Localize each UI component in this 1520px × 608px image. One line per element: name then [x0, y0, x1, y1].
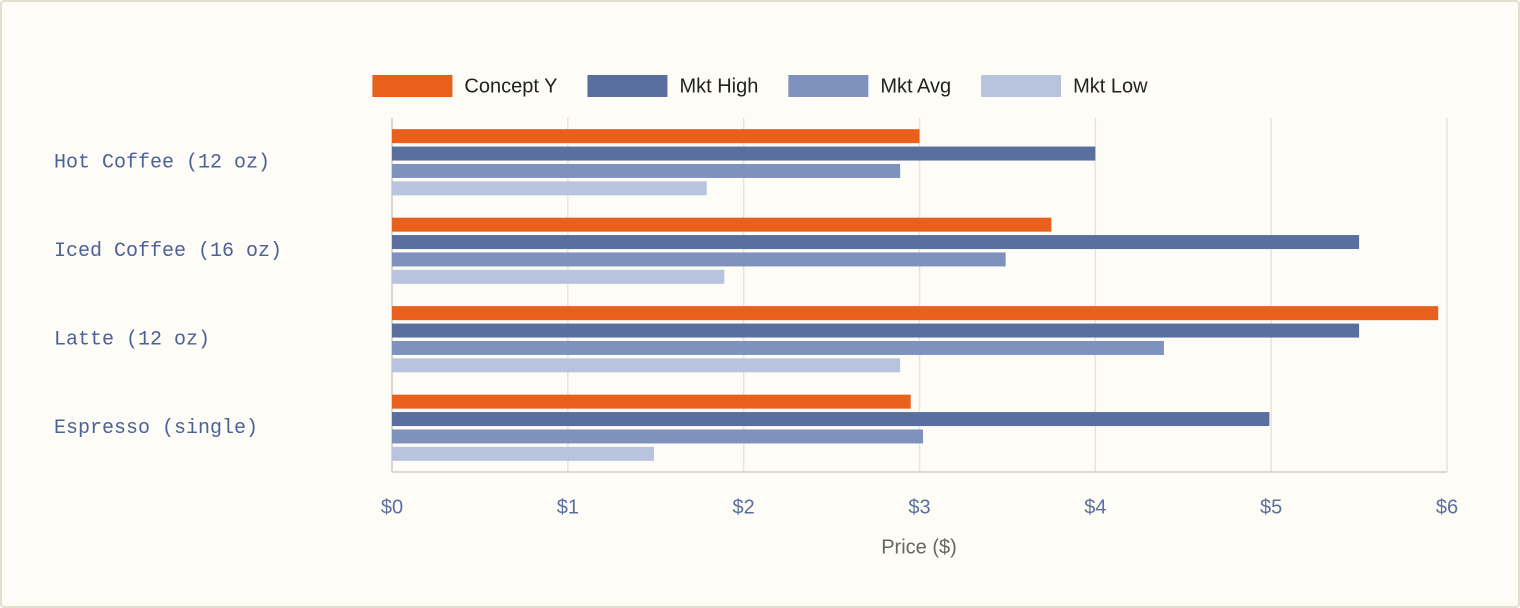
bar: [392, 146, 1096, 161]
legend-swatch: [587, 75, 668, 97]
legend-swatch: [788, 75, 869, 97]
legend-item[interactable]: Mkt Avg: [788, 75, 951, 97]
legend-swatch: [372, 75, 453, 97]
x-tick-label: $3: [908, 496, 930, 518]
bar: [392, 394, 911, 409]
bar: [392, 252, 1006, 267]
legend-item[interactable]: Mkt High: [587, 75, 758, 97]
bar: [392, 429, 924, 444]
x-tick-label: $6: [1436, 496, 1458, 518]
x-axis-title: Price ($): [881, 536, 957, 558]
bar: [392, 306, 1439, 321]
x-tick-label: $1: [557, 496, 579, 518]
x-tick-label: $4: [1084, 496, 1106, 518]
legend-swatch: [981, 75, 1062, 97]
x-tick-label: $5: [1260, 496, 1282, 518]
category-label: Hot Coffee (12 oz): [54, 152, 270, 175]
category-label: Espresso (single): [54, 417, 258, 440]
bar: [392, 446, 654, 461]
bar: [392, 323, 1360, 338]
bar: [392, 129, 920, 144]
x-tick-label: $0: [381, 496, 403, 518]
legend-label: Mkt Avg: [880, 75, 951, 97]
bar: [392, 217, 1052, 232]
legend-label: Mkt Low: [1073, 75, 1148, 97]
bar: [392, 412, 1270, 427]
category-label: Latte (12 oz): [54, 329, 210, 352]
bar: [392, 181, 707, 196]
x-tick-label: $2: [733, 496, 755, 518]
category-label: Iced Coffee (16 oz): [54, 240, 282, 263]
bar: [392, 163, 901, 178]
bar: [392, 235, 1360, 250]
legend-label: Mkt High: [679, 75, 758, 97]
legend-item[interactable]: Mkt Low: [981, 75, 1148, 97]
bar: [392, 269, 725, 284]
bar: [392, 358, 901, 373]
bar: [392, 340, 1164, 355]
legend-item[interactable]: Concept Y: [372, 75, 557, 97]
legend-label: Concept Y: [464, 75, 557, 97]
